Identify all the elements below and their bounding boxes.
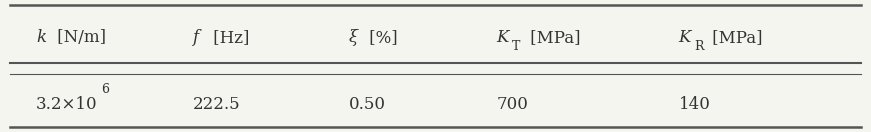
Text: T: T bbox=[512, 40, 520, 53]
Text: [Hz]: [Hz] bbox=[208, 29, 249, 46]
Text: 3.2×10: 3.2×10 bbox=[36, 96, 98, 113]
Text: [MPa]: [MPa] bbox=[525, 29, 580, 46]
Text: K: K bbox=[496, 29, 509, 46]
Text: 700: 700 bbox=[496, 96, 528, 113]
Text: [N/m]: [N/m] bbox=[51, 29, 105, 46]
Text: 0.50: 0.50 bbox=[348, 96, 386, 113]
Text: [%]: [%] bbox=[364, 29, 398, 46]
Text: [MPa]: [MPa] bbox=[707, 29, 763, 46]
Text: 222.5: 222.5 bbox=[192, 96, 240, 113]
Text: 6: 6 bbox=[101, 83, 109, 96]
Text: K: K bbox=[679, 29, 691, 46]
Text: f: f bbox=[192, 29, 199, 46]
Text: 140: 140 bbox=[679, 96, 711, 113]
Text: ξ: ξ bbox=[348, 29, 358, 46]
Text: k: k bbox=[36, 29, 46, 46]
Text: R: R bbox=[694, 40, 704, 53]
